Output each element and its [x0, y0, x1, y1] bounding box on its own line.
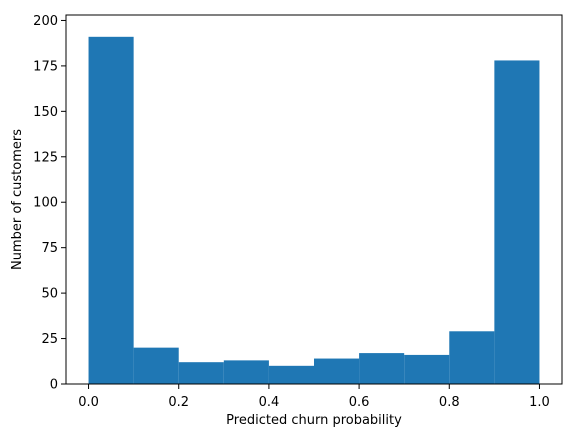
- x-axis-ticks: 0.0 0.2 0.4 0.6 0.8 1.0: [78, 384, 550, 410]
- y-tick-label-0: 0: [50, 378, 58, 393]
- x-tick-label-2: 0.4: [259, 395, 280, 410]
- x-tick-label-1: 0.2: [168, 395, 189, 410]
- y-tick-label-3: 75: [41, 241, 58, 256]
- plot-frame: [65, 14, 563, 385]
- y-tick-label-7: 175: [33, 59, 58, 74]
- y-tick-label-2: 50: [41, 287, 58, 302]
- histogram-bar-9: [494, 60, 540, 384]
- histogram-bar-1: [133, 347, 179, 384]
- y-tick-label-1: 25: [41, 332, 58, 347]
- x-tick-label-3: 0.6: [349, 395, 370, 410]
- y-tick-label-5: 125: [33, 150, 58, 165]
- y-axis-label: Number of customers: [10, 129, 25, 270]
- x-tick-label-5: 1.0: [529, 395, 550, 410]
- y-tick-label-6: 150: [33, 105, 58, 120]
- x-tick-label-4: 0.8: [439, 395, 460, 410]
- y-tick-label-4: 100: [33, 196, 58, 211]
- y-tick-label-8: 200: [33, 14, 58, 29]
- histogram-bar-6: [359, 353, 405, 384]
- y-axis-ticks: 0 25 50 75 100 125 150 175 200: [33, 14, 66, 393]
- histogram-bar-7: [404, 354, 450, 384]
- x-axis-label: Predicted churn probability: [226, 413, 402, 428]
- histogram-bars: [88, 36, 540, 385]
- histogram-bar-4: [268, 365, 314, 384]
- histogram-bar-5: [314, 358, 360, 384]
- histogram-bar-3: [223, 360, 269, 384]
- x-tick-label-0: 0.0: [78, 395, 99, 410]
- histogram-bar-0: [88, 36, 134, 385]
- histogram-bar-2: [178, 362, 224, 384]
- histogram-bar-8: [449, 331, 495, 384]
